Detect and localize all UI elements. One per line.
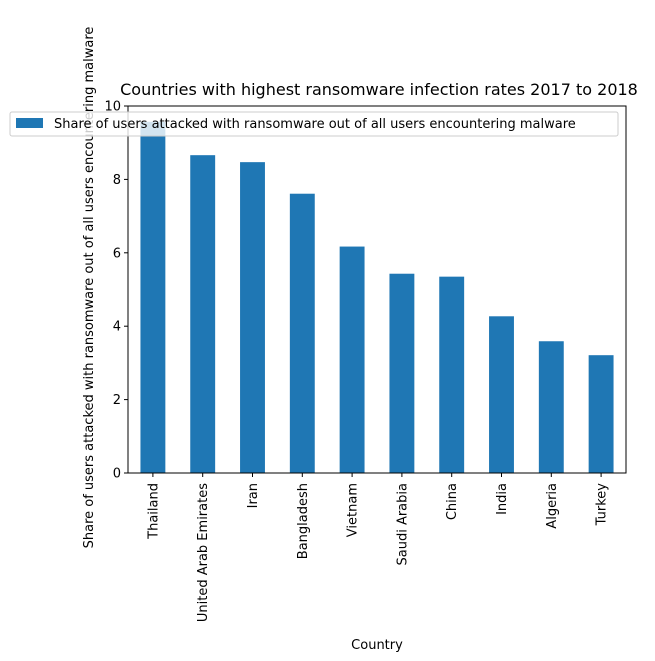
x-tick-label: Thailand [146,483,161,540]
x-tick-label: Iran [246,483,261,508]
y-ticks: 0 2 4 6 8 10 [104,100,128,482]
y-tick-label: 2 [113,393,121,408]
legend: Share of users attacked with ransomware … [9,111,619,137]
bar-thailand [140,121,166,473]
y-axis-label: Share of users attacked with ransomware … [82,27,97,549]
y-tick-label: 10 [104,100,121,115]
y-tick-label: 8 [113,173,121,188]
bar-bangladesh [289,193,315,473]
chart-title: Countries with highest ransomware infect… [120,80,638,99]
bar-iran [240,162,265,473]
bar-india [489,316,514,473]
bar-china [439,276,465,473]
bar-saudi-arabia [389,273,415,473]
x-tick-label: Bangladesh [296,483,311,559]
legend-swatch [16,118,43,128]
y-tick-label: 4 [113,320,121,335]
bar-turkey [588,355,614,473]
x-tick-label: Saudi Arabia [395,483,410,566]
y-tick-label: 0 [113,467,121,482]
x-tick-label: United Arab Emirates [196,483,211,622]
x-tick-label: China [445,483,460,520]
x-tick-label: Turkey [595,483,610,527]
x-ticks: Thailand United Arab Emirates Iran Banglade… [146,473,610,622]
legend-label: Share of users attacked with ransomware … [54,117,576,132]
x-axis-label: Country [351,638,403,653]
y-tick-label: 6 [113,246,121,261]
x-tick-label: Vietnam [346,483,361,537]
x-tick-label: India [495,483,510,515]
bar-united-arab-emirates [190,155,216,473]
bar-vietnam [339,246,365,473]
bars-group [140,121,614,473]
bar-algeria [538,341,564,473]
axes-frame [127,105,627,474]
x-tick-label: Algeria [545,483,560,529]
legend-box [9,111,619,137]
